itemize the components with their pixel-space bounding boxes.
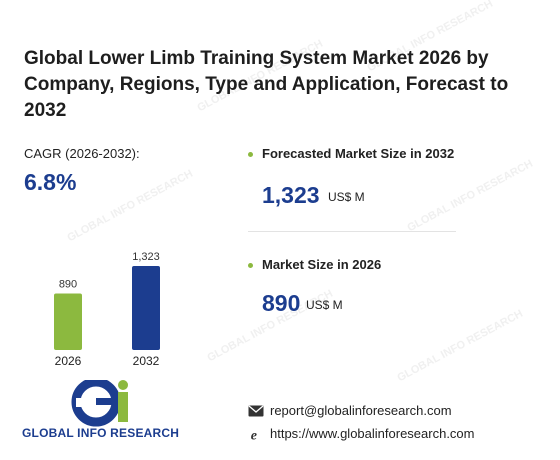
company-logo-icon: [71, 380, 128, 427]
current-value: 890: [262, 290, 301, 316]
svg-text:e: e: [251, 428, 257, 441]
bar-2032: [132, 266, 160, 350]
bar-value-label: 890: [59, 278, 77, 290]
company-logo-text: GLOBAL INFO RESEARCH: [22, 426, 180, 440]
bullet-icon: [248, 152, 253, 157]
email-contact[interactable]: report@globalinforesearch.com: [248, 403, 452, 418]
email-link[interactable]: report@globalinforesearch.com: [270, 403, 452, 418]
page-title: Global Lower Limb Training System Market…: [24, 48, 509, 121]
bar-category-label: 2032: [133, 354, 160, 368]
forecast-value: 1,323: [262, 182, 320, 208]
bar-category-label: 2026: [55, 354, 82, 368]
website-link[interactable]: https://www.globalinforesearch.com: [270, 426, 475, 441]
current-unit: US$ M: [306, 298, 343, 312]
envelope-icon: [248, 405, 264, 416]
cagr-value: 6.8%: [24, 169, 77, 195]
website-contact[interactable]: e https://www.globalinforesearch.com: [248, 426, 475, 441]
divider: [248, 231, 456, 232]
globe-e-icon: e: [251, 428, 257, 441]
bar-value-label: 1,323: [132, 251, 160, 263]
bar-2026: [54, 293, 82, 350]
current-label: Market Size in 2026: [262, 257, 382, 272]
forecast-unit: US$ M: [328, 190, 365, 204]
bullet-icon: [248, 263, 253, 268]
forecast-label: Forecasted Market Size in 2032: [262, 146, 455, 161]
cagr-label: CAGR (2026-2032):: [24, 146, 140, 161]
